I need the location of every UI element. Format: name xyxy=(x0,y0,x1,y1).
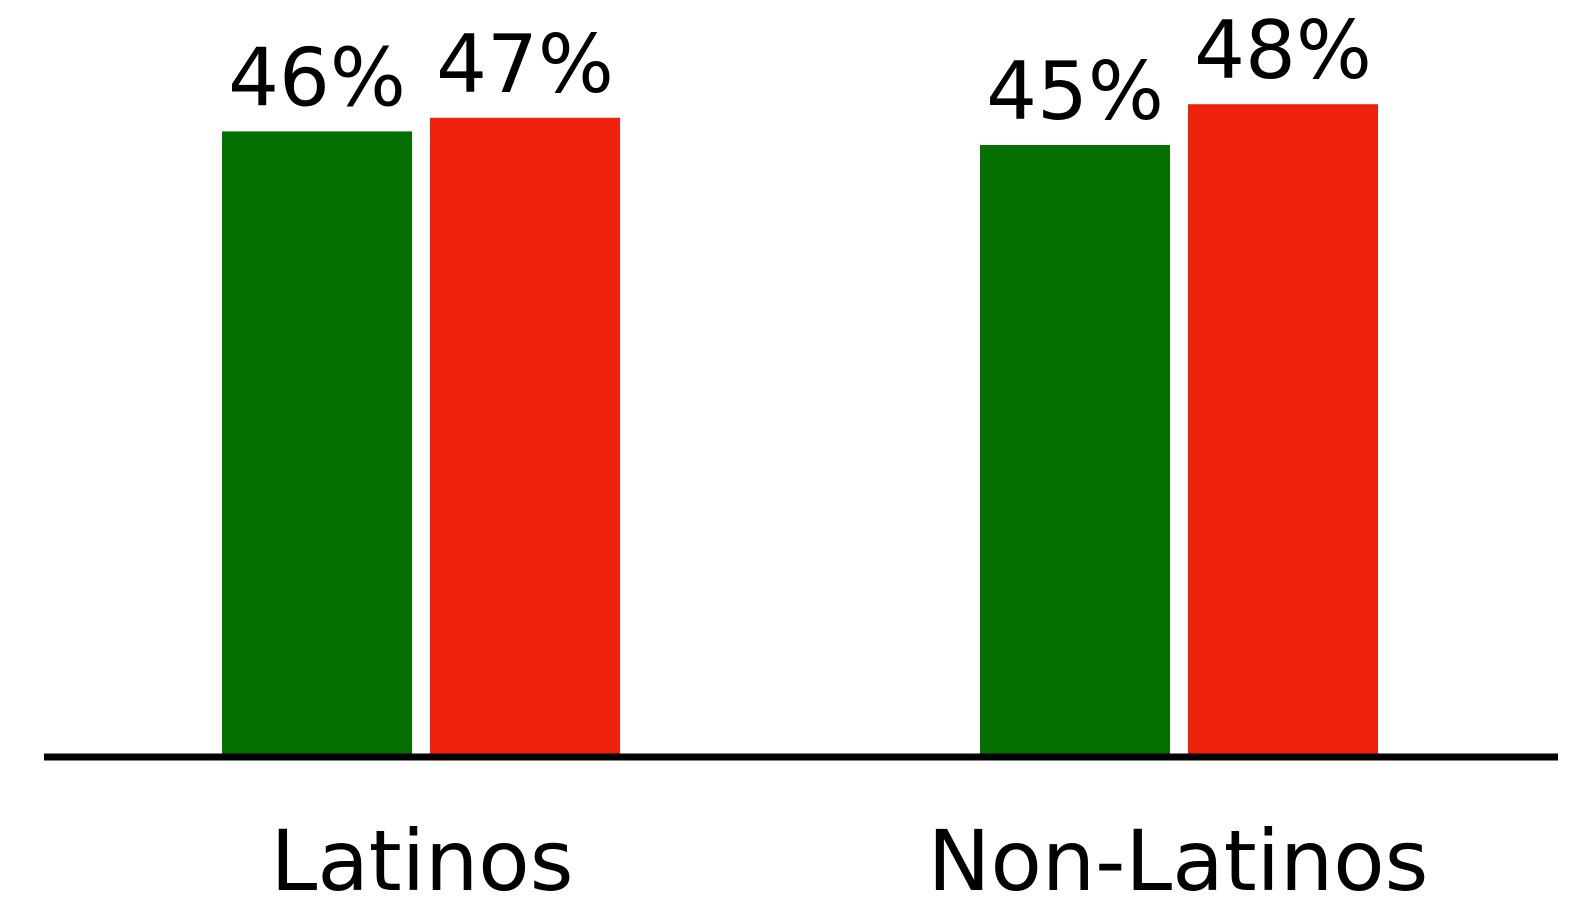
value-label: 47% xyxy=(436,18,614,111)
bars-layer xyxy=(222,104,1378,758)
value-labels-layer: 46% 47% 45% 48% xyxy=(228,4,1372,138)
category-labels-layer: Latinos Non-Latinos xyxy=(271,812,1429,910)
bar-latinos-1 xyxy=(222,131,412,757)
bar-latinos-2 xyxy=(430,117,620,758)
bar-non-latinos-1 xyxy=(980,145,1170,757)
category-label: Latinos xyxy=(271,812,574,910)
value-label: 48% xyxy=(1194,4,1372,97)
category-label: Non-Latinos xyxy=(928,812,1429,910)
bar-non-latinos-2 xyxy=(1188,104,1378,757)
value-label: 46% xyxy=(228,31,406,124)
value-label: 45% xyxy=(986,45,1164,138)
